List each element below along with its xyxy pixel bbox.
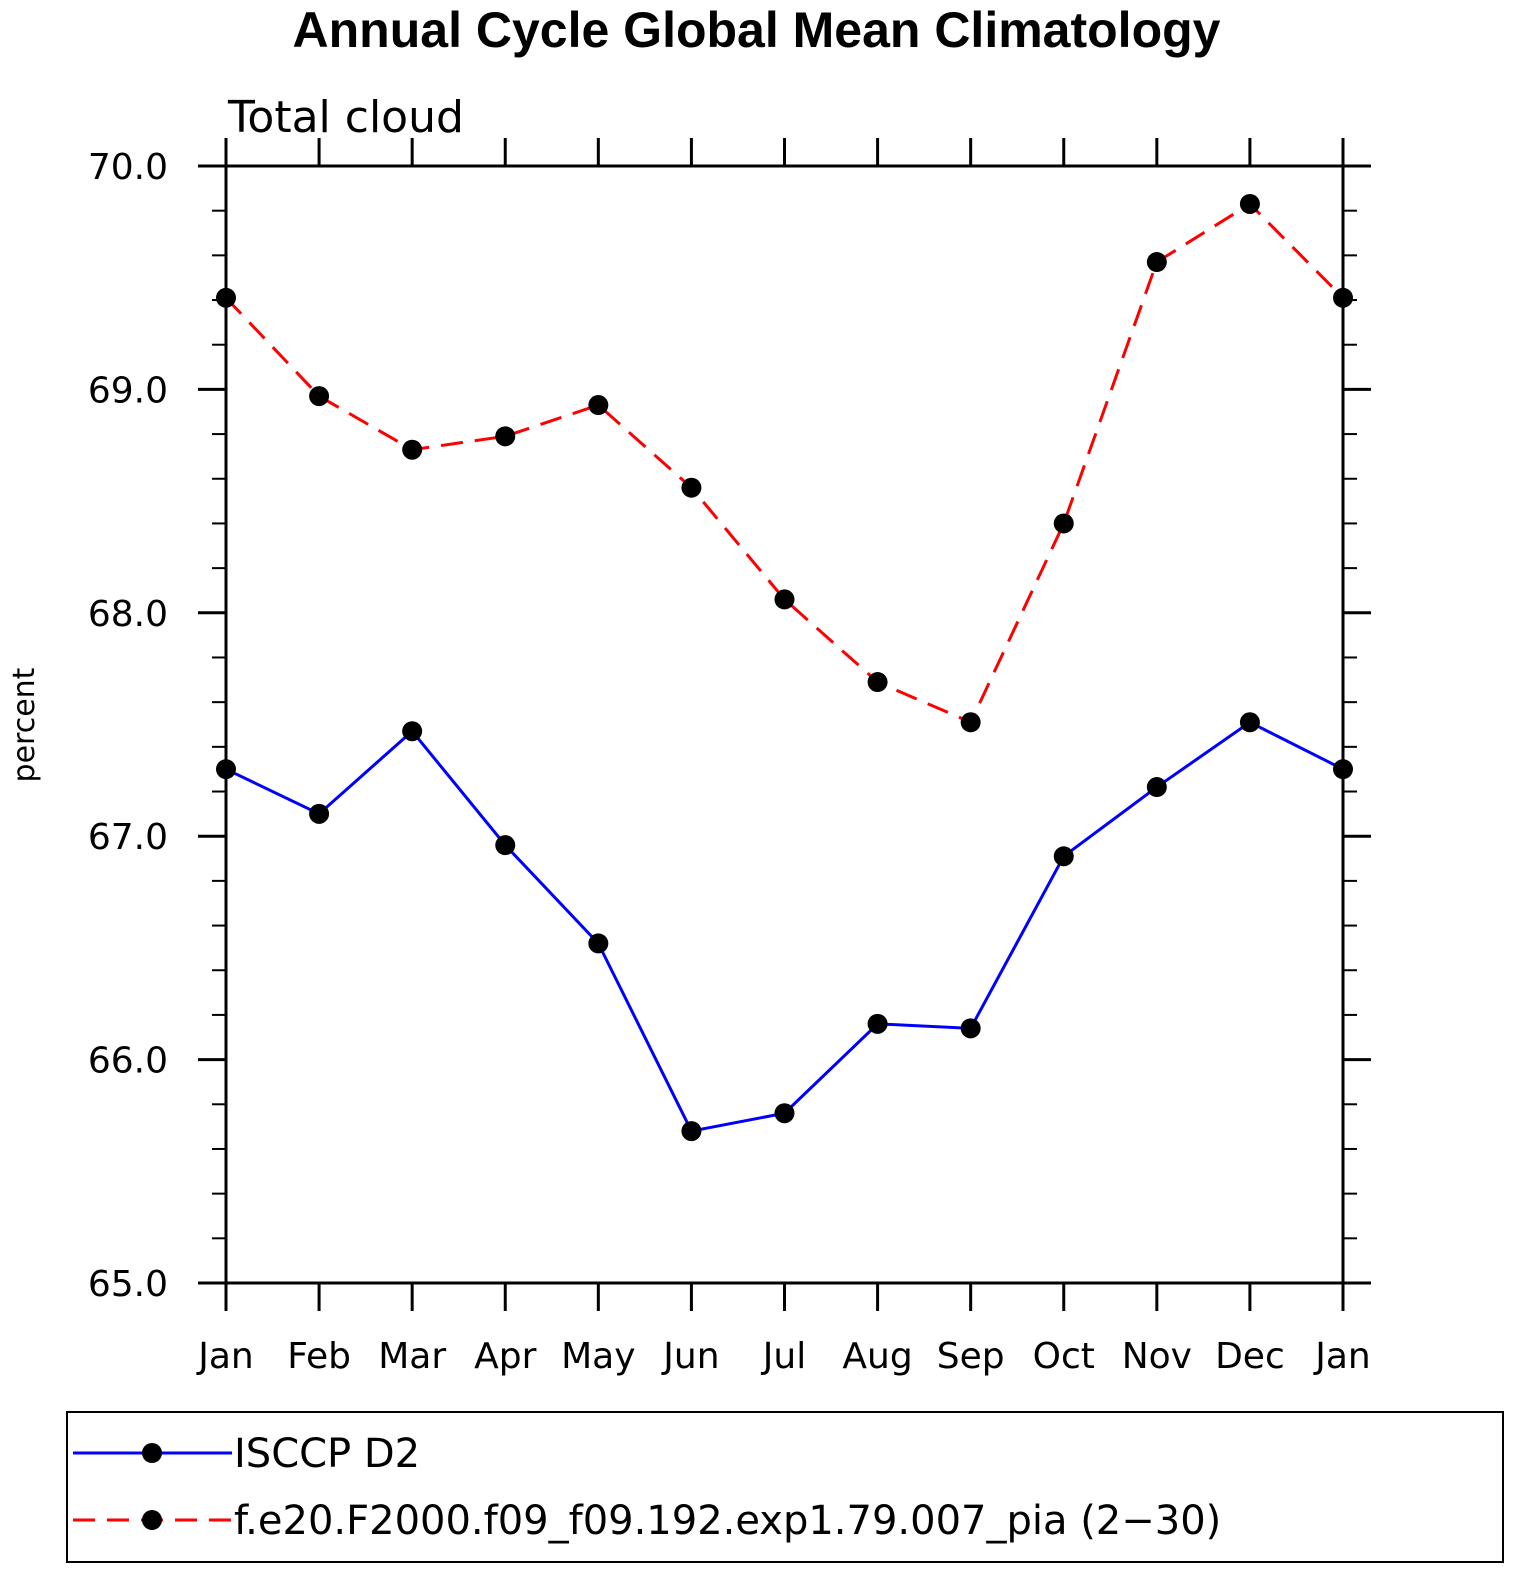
- series-2-point: [681, 477, 702, 498]
- series-1-point: [588, 933, 609, 954]
- y-tick-label: 69.0: [88, 370, 168, 411]
- chart-title: Annual Cycle Global Mean Climatology: [292, 2, 1221, 58]
- series-1-point: [309, 803, 330, 824]
- series-1-point: [1239, 712, 1260, 733]
- series-2-point: [402, 439, 423, 460]
- series-1-point: [1333, 759, 1353, 780]
- x-tick-label: Jul: [761, 1336, 806, 1377]
- x-tick-label: Jan: [196, 1336, 254, 1377]
- series-1-point: [1053, 846, 1074, 867]
- series-line-2: [224, 202, 1345, 725]
- series-1-point: [774, 1103, 795, 1124]
- series-1-point: [681, 1121, 702, 1142]
- x-tick-label: Oct: [1033, 1336, 1095, 1377]
- y-tick-label: 66.0: [88, 1041, 168, 1082]
- plot-axes: Jan Feb Mar Apr May Jun Jul Aug Sep Oct Nov Dec Jan 6…: [88, 138, 1371, 1377]
- series-2-point: [1333, 287, 1353, 308]
- x-tick-label: Jun: [661, 1336, 719, 1377]
- series-1-point: [960, 1018, 981, 1039]
- series-1-point: [1146, 777, 1167, 798]
- chart-subtitle: Total cloud: [227, 92, 464, 143]
- series-layer: [216, 193, 1353, 1142]
- x-tick-label: Sep: [937, 1336, 1005, 1377]
- y-axis-label: percent: [7, 667, 42, 782]
- y-tick-label: 68.0: [88, 594, 168, 635]
- series-2-point: [960, 712, 981, 733]
- x-tick-label: Nov: [1122, 1336, 1192, 1377]
- legend-box: [66, 1411, 1504, 1563]
- x-tick-label: May: [561, 1336, 635, 1377]
- x-tick-label: Mar: [378, 1336, 446, 1377]
- y-tick-label: 70.0: [88, 147, 168, 188]
- series-2-point: [867, 672, 888, 693]
- series-2-point: [1053, 513, 1074, 534]
- y-tick-label: 67.0: [88, 817, 168, 858]
- x-tick-label: Apr: [474, 1336, 536, 1377]
- legend: ISCCP D2 f.e20.F2000.f09_f09.192.exp1.79.…: [66, 1411, 1504, 1563]
- x-tick-label: Jan: [1313, 1336, 1371, 1377]
- series-1-point: [216, 759, 236, 780]
- series-1-point: [402, 721, 423, 742]
- x-tick-label: Aug: [842, 1336, 912, 1377]
- series-2-point: [216, 287, 236, 308]
- legend-label-1: ISCCP D2: [234, 1431, 420, 1477]
- series-2-point: [588, 395, 609, 416]
- series-1-point: [867, 1013, 888, 1034]
- legend-label-2: f.e20.F2000.f09_f09.192.exp1.79.007_pia …: [234, 1498, 1221, 1544]
- series-2-point: [309, 386, 330, 407]
- series-2-point: [774, 589, 795, 610]
- y-tick-label: 65.0: [88, 1264, 168, 1305]
- x-tick-label: Dec: [1215, 1336, 1285, 1377]
- series-2-point: [1146, 252, 1167, 273]
- series-2-point: [1239, 193, 1260, 214]
- series-line-1: [225, 720, 1344, 1133]
- legend-marker-1: [142, 1443, 162, 1463]
- x-tick-label: Feb: [287, 1336, 351, 1377]
- legend-marker-2: [142, 1510, 162, 1530]
- series-1-point: [495, 835, 516, 856]
- series-2-point: [495, 426, 516, 447]
